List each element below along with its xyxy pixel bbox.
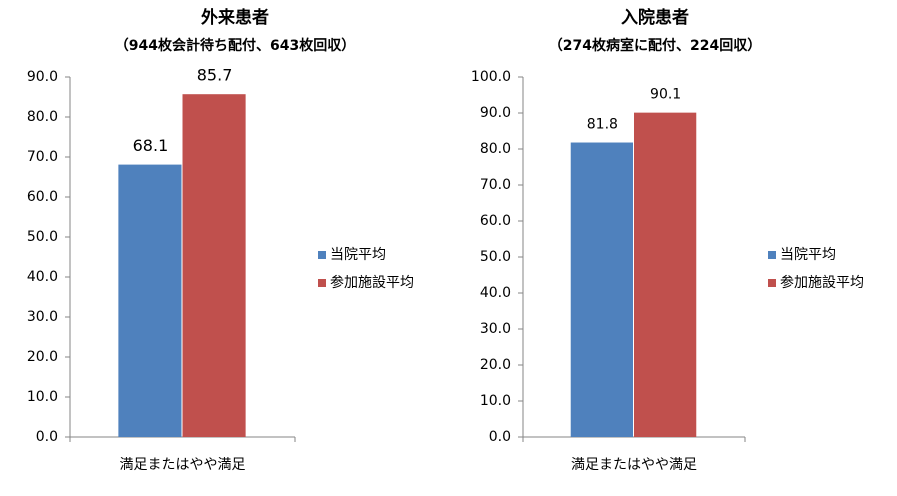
y-tick-label: 90.0: [480, 105, 511, 121]
y-tick-label: 70.0: [480, 177, 511, 193]
legend-swatch: [768, 279, 776, 287]
y-tick-label: 30.0: [27, 309, 58, 325]
y-tick-label: 100.0: [471, 69, 511, 85]
y-tick-label: 50.0: [480, 249, 511, 265]
y-tick-label: 40.0: [27, 269, 58, 285]
y-tick-label: 80.0: [480, 141, 511, 157]
bar: [118, 164, 182, 437]
data-label: 81.8: [587, 117, 618, 133]
y-tick-label: 20.0: [27, 349, 58, 365]
data-label: 90.1: [650, 87, 681, 103]
y-tick-label: 60.0: [480, 213, 511, 229]
legend-label: 参加施設平均: [330, 274, 414, 291]
legend-swatch: [318, 279, 326, 287]
y-tick-label: 50.0: [27, 229, 58, 245]
y-tick-label: 80.0: [27, 109, 58, 125]
chart-title: 外来患者: [201, 7, 269, 28]
chart-subtitle: （274枚病室に配付、224回収）: [549, 37, 761, 54]
bar: [634, 112, 697, 437]
legend-swatch: [768, 251, 776, 259]
legend-swatch: [318, 251, 326, 259]
data-label: 85.7: [197, 66, 233, 85]
y-tick-label: 90.0: [27, 69, 58, 85]
y-tick-label: 60.0: [27, 189, 58, 205]
chart-title: 入院患者: [621, 7, 689, 28]
chart-subtitle: （944枚会計待ち配付、643枚回収）: [115, 37, 355, 54]
y-tick-label: 10.0: [480, 393, 511, 409]
y-tick-label: 10.0: [27, 389, 58, 405]
legend-label: 当院平均: [780, 247, 836, 263]
x-tick-label: 満足またはやや満足: [120, 457, 246, 473]
y-tick-label: 0.0: [36, 429, 58, 445]
legend-label: 参加施設平均: [780, 274, 864, 291]
x-tick-label: 満足またはやや満足: [571, 457, 697, 473]
legend-label: 当院平均: [330, 247, 386, 263]
y-tick-label: 70.0: [27, 149, 58, 165]
bar: [182, 94, 246, 437]
y-tick-label: 0.0: [489, 429, 511, 445]
data-label: 68.1: [133, 136, 169, 155]
bar: [570, 142, 633, 437]
y-tick-label: 30.0: [480, 321, 511, 337]
y-tick-label: 40.0: [480, 285, 511, 301]
y-tick-label: 20.0: [480, 357, 511, 373]
